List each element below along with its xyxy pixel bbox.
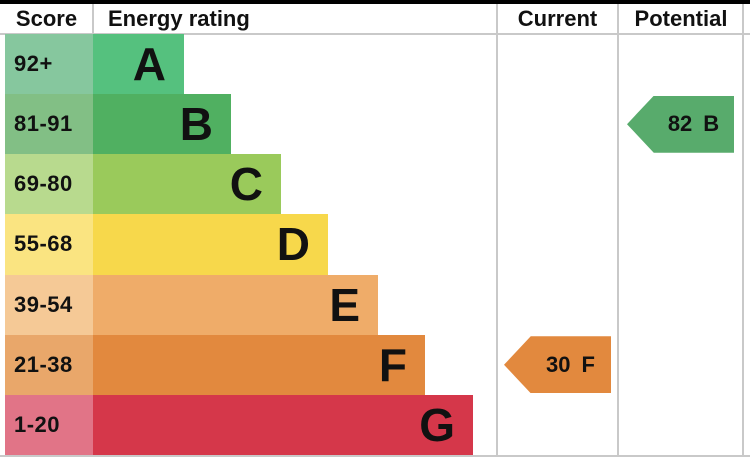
- header-underline: [0, 33, 750, 35]
- band-bar: A: [93, 34, 184, 95]
- current-rating-letter: F: [581, 351, 595, 377]
- band-letter: B: [179, 98, 213, 151]
- band-bar: F: [93, 334, 425, 395]
- band-row: 55-68 D: [0, 214, 750, 275]
- divider-right-edge: [742, 4, 744, 455]
- band-score-cell: 55-68: [5, 214, 93, 275]
- band-score-cell: 1-20: [5, 394, 93, 455]
- header-score: Score: [15, 6, 78, 31]
- divider-current-column: [496, 4, 498, 455]
- band-score-label: 21-38: [14, 351, 73, 377]
- band-row: 21-38 F: [0, 334, 750, 395]
- band-row: 39-54 E: [0, 274, 750, 335]
- bottom-border: [0, 455, 750, 457]
- band-letter: F: [378, 338, 407, 391]
- band-bar: E: [93, 274, 378, 335]
- band-bar: B: [93, 94, 231, 155]
- current-rating-value: 30: [546, 351, 571, 377]
- band-bar: C: [93, 154, 281, 215]
- band-letter: D: [276, 218, 310, 271]
- band-score-label: 1-20: [14, 411, 61, 437]
- header-energy-rating: Energy rating: [108, 6, 250, 31]
- band-letter: C: [229, 158, 263, 211]
- top-border: [0, 0, 750, 4]
- band-letter: E: [329, 278, 360, 331]
- band-bar: G: [93, 394, 473, 455]
- band-score-cell: 21-38: [5, 334, 93, 395]
- band-score-cell: 92+: [5, 34, 93, 95]
- divider-potential-column: [617, 4, 619, 455]
- header-potential: Potential: [634, 6, 728, 31]
- band-score-label: 92+: [14, 51, 53, 77]
- band-score-label: 39-54: [14, 291, 73, 317]
- band-row: 69-80 C: [0, 154, 750, 215]
- band-row: 81-91 B: [0, 94, 750, 155]
- band-score-cell: 81-91: [5, 94, 93, 155]
- divider-score-column: [92, 4, 94, 33]
- band-score-label: 55-68: [14, 231, 73, 257]
- header-current: Current: [517, 6, 598, 31]
- rating-bands: 92+ A 81-91 B 69-80 C 55-68 D 39-54: [0, 34, 750, 455]
- band-score-label: 69-80: [14, 171, 73, 197]
- band-score-label: 81-91: [14, 111, 73, 137]
- band-letter: A: [132, 38, 166, 91]
- band-score-cell: 69-80: [5, 154, 93, 215]
- potential-rating-letter: B: [703, 111, 720, 137]
- band-bar: D: [93, 214, 328, 275]
- band-row: 1-20 G: [0, 394, 750, 455]
- potential-rating-value: 82: [667, 111, 693, 137]
- band-row: 92+ A: [0, 34, 750, 95]
- band-letter: G: [419, 398, 455, 451]
- band-score-cell: 39-54: [5, 274, 93, 335]
